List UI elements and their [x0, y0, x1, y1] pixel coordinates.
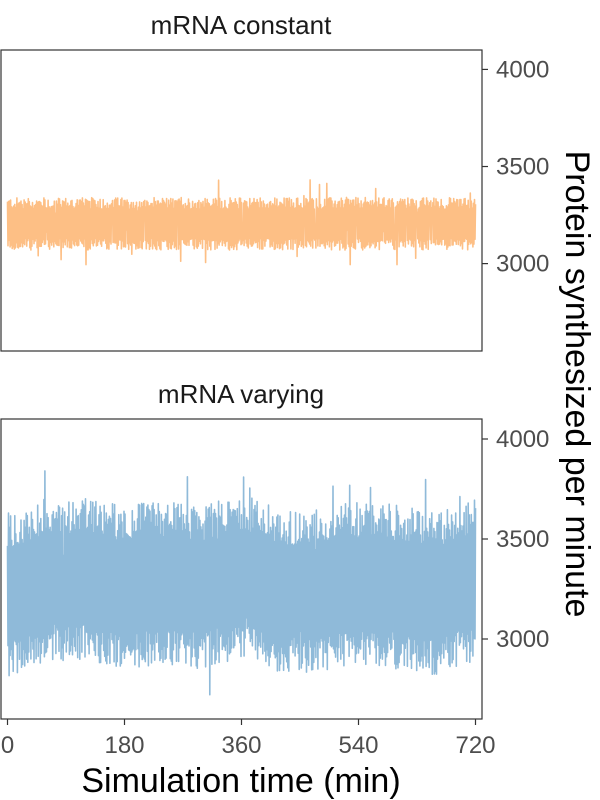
facet-title-varying: mRNA varying: [158, 379, 324, 409]
facet-panel-varying: mRNA varying 3000 3500 4000: [0, 379, 549, 720]
panel-frame-constant: [0, 49, 483, 352]
y-axis-title: Protein synthesized per minute: [558, 151, 596, 618]
y-tick-label: 3500: [496, 526, 549, 553]
y-tick-label: 4000: [496, 56, 549, 83]
x-tick-label: 360: [221, 732, 261, 759]
x-tick-label: 0: [1, 732, 14, 759]
x-tick-label: 540: [338, 732, 378, 759]
x-axis: 0 180 360 540 720: [1, 719, 496, 759]
x-tick-label: 180: [104, 732, 144, 759]
y-axis-right-constant: 3000 3500 4000: [482, 56, 549, 278]
x-tick-label: 720: [455, 732, 495, 759]
series-line-mrna-constant: [6, 179, 477, 266]
y-axis-right-varying: 3000 3500 4000: [482, 426, 549, 653]
y-tick-label: 3000: [496, 251, 549, 278]
facet-panel-constant: mRNA constant 3000 3500 4000: [0, 10, 549, 352]
facet-title-constant: mRNA constant: [151, 10, 332, 40]
x-axis-title: Simulation time (min): [81, 762, 400, 800]
y-tick-label: 4000: [496, 426, 549, 453]
y-tick-label: 3000: [496, 626, 549, 653]
series-line-mrna-varying: [6, 470, 477, 696]
y-tick-label: 3500: [496, 154, 549, 181]
